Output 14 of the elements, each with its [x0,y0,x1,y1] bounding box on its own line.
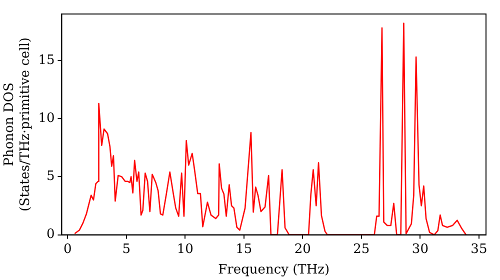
x-tick-label: 35 [470,242,488,257]
y-tick-label: 0 [46,227,55,242]
x-tick-label: 25 [353,242,370,257]
x-tick-label: 5 [122,242,131,257]
x-tick-label: 10 [176,242,194,257]
x-tick-label: 20 [294,242,311,257]
y-tick-label: 10 [38,110,55,126]
y-tick-label: 5 [46,169,55,184]
x-tick-label: 15 [236,242,252,257]
y-axis-title: Phonon DOS (States/THz·primitive cell) [2,37,33,212]
x-tick-label: 30 [412,242,428,257]
x-axis-title: Frequency (THz) [218,262,330,278]
x-tick-label: 0 [63,242,72,257]
y-tick-label: 15 [38,52,55,68]
